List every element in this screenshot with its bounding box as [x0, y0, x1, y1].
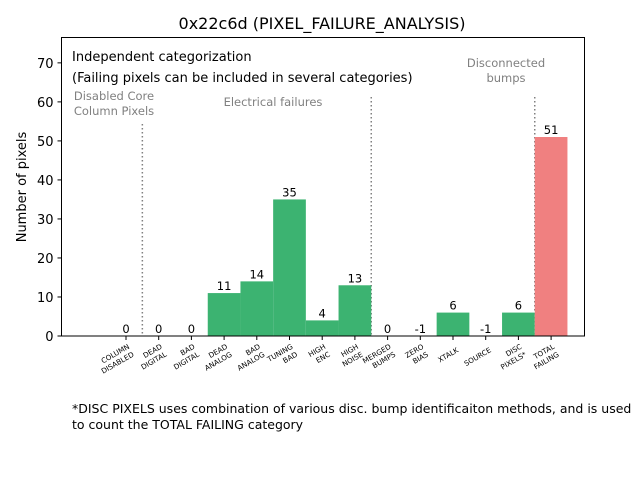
x-tick-label: MERGEDBUMPS	[361, 342, 398, 374]
bar-value-label: 6	[449, 299, 456, 313]
bar-high-noise	[338, 285, 372, 336]
footnote-line2: to count the TOTAL FAILING category	[72, 417, 304, 432]
bar-value-label: 13	[348, 271, 363, 285]
bar-bad-analog	[240, 281, 274, 336]
y-tick-label: 10	[37, 291, 54, 306]
bar-value-label: -1	[480, 322, 491, 336]
annotation-multiple-categories: (Failing pixels can be included in sever…	[72, 71, 413, 86]
bar-value-labels: 0 0 0 11 14 35 4 13 0 -1 6 -1 6 51	[122, 123, 558, 336]
annotation-independent: Independent categorization	[72, 50, 252, 65]
group-label-core-line2: Column Pixels	[74, 104, 154, 118]
bar-value-label: 0	[155, 322, 162, 336]
bar-tuning-bad	[273, 199, 306, 336]
x-tick-label: HIGHNOISE	[336, 342, 365, 369]
group-label-core-line1: Disabled Core	[74, 89, 154, 103]
x-tick-label: SOURCE	[462, 345, 493, 368]
bar-value-label: -1	[415, 322, 426, 336]
footnote-line1: *DISC PIXELS uses combination of various…	[72, 401, 632, 416]
y-tick-label: 20	[37, 252, 54, 267]
x-tick-label: TOTALFAILING	[528, 342, 561, 371]
y-tick-label: 50	[37, 135, 54, 150]
x-tick-label: DISCPIXELS*	[495, 342, 529, 372]
bar-dead-analog	[207, 293, 241, 336]
y-tick-label: 70	[37, 57, 54, 72]
bar-value-label: 0	[384, 322, 391, 336]
x-tick-label: HIGHENC	[307, 342, 332, 367]
bar-value-label: 6	[515, 299, 522, 313]
group-label-disconnected-line1: Disconnected	[467, 56, 545, 70]
x-tick-label: BADANALOG	[231, 342, 267, 373]
x-tick-label-line: SOURCE	[462, 345, 493, 368]
y-tick-label: 0	[45, 330, 53, 345]
y-axis-ticks: 0 10 20 30 40 50 60 70	[37, 57, 62, 345]
x-tick-label: ZEROBIAS	[403, 342, 430, 368]
y-tick-label: 60	[37, 96, 54, 111]
x-tick-label: DEADDIGITAL	[135, 342, 169, 372]
x-tick-label: BADDIGITAL	[168, 342, 202, 372]
bar-value-label: 0	[188, 322, 195, 336]
group-label-electrical: Electrical failures	[224, 95, 323, 109]
bar-value-label: 0	[122, 322, 129, 336]
bar-total-failing	[534, 137, 568, 336]
bar-value-label: 35	[282, 185, 297, 199]
plot-frame	[61, 37, 585, 337]
bar-disc-pixels	[502, 312, 535, 336]
bar-value-label: 11	[217, 279, 232, 293]
bar-high-enc	[305, 320, 339, 336]
y-axis-label: Number of pixels	[15, 131, 30, 242]
x-tick-label: DEADANALOG	[198, 342, 234, 373]
group-label-disconnected-line2: bumps	[486, 71, 525, 85]
group-separators	[141, 97, 536, 336]
bar-xtalk	[436, 312, 470, 336]
chart-title: 0x22c6d (PIXEL_FAILURE_ANALYSIS)	[179, 14, 466, 34]
bars	[207, 137, 568, 336]
x-tick-label: COLUMNDISABLED	[95, 342, 136, 376]
y-tick-label: 40	[37, 174, 54, 189]
y-tick-label: 30	[37, 213, 54, 228]
x-tick-label: XTALK	[436, 345, 460, 364]
bar-value-label: 51	[544, 123, 559, 137]
bar-value-label: 4	[319, 306, 326, 320]
x-tick-label-line: XTALK	[436, 345, 460, 364]
x-tick-label: TUNINGBAD	[265, 342, 300, 372]
footnote: *DISC PIXELS uses combination of various…	[72, 401, 637, 433]
bar-value-label: 14	[249, 267, 264, 281]
